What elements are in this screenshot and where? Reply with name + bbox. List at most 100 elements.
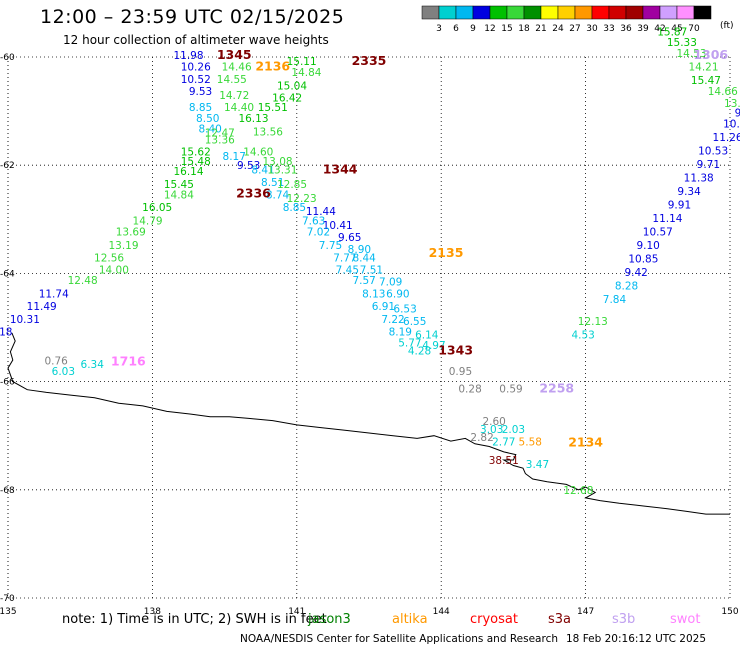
wave-height-label: 12.47 <box>205 128 235 140</box>
lon-tick-label: 147 <box>577 607 594 617</box>
wave-height-label: 11.49 <box>27 301 57 313</box>
wave-height-label: 14.46 <box>222 62 252 74</box>
wave-height-label: 0.95 <box>449 366 472 378</box>
wave-height-label: 7.09 <box>379 276 402 288</box>
wave-height-label: 8.40 <box>198 124 221 136</box>
wave-height-label: 7.51 <box>360 264 383 276</box>
wave-height-label: 8.17 <box>223 151 246 163</box>
wave-height-label: 8.19 <box>389 327 412 339</box>
wave-height-label: 7.75 <box>319 240 342 252</box>
credit: NOAA/NESDIS Center for Satellite Applica… <box>240 633 558 645</box>
timestamp: 18 Feb 20:16:12 UTC 2025 <box>566 633 706 645</box>
lon-tick-label: 135 <box>0 607 17 617</box>
wave-height-label: 9.65 <box>338 232 361 244</box>
wave-height-label: 8.85 <box>189 102 212 114</box>
color-scale-tick: 24 <box>552 24 564 34</box>
wave-height-label: 2.60 <box>482 416 505 428</box>
wave-height-label: 2.77 <box>492 436 515 448</box>
wave-height-label: 3.03 <box>480 424 503 436</box>
wave-height-label: 11.26 <box>713 132 740 144</box>
track-time-label: 2135 <box>429 245 464 260</box>
wave-height-label: 5.58 <box>519 436 542 448</box>
satellite-s3a: s3a <box>548 612 572 627</box>
wave-height-label: 11.74 <box>39 289 69 301</box>
color-scale-tick: 42 <box>654 24 665 34</box>
wave-height-label: 38.51 <box>489 455 519 467</box>
wave-height-label: 8.85 <box>283 202 306 214</box>
wave-height-label: 8.50 <box>196 113 219 125</box>
wave-height-label: 11.14 <box>652 213 682 225</box>
color-swatch <box>693 5 712 20</box>
wave-height-label: 4.28 <box>408 346 431 358</box>
color-scale-tick: 18 <box>518 24 530 34</box>
wave-height-label: 14.79 <box>133 216 163 228</box>
wave-height-label: 10.26 <box>181 62 211 74</box>
wave-height-label: 7.02 <box>307 227 330 239</box>
color-scale-tick: 70 <box>688 24 700 34</box>
wave-height-label: 15.11 <box>287 56 317 68</box>
wave-height-label: 13.56 <box>253 126 283 138</box>
track-time-label: 2258 <box>539 380 574 395</box>
wave-height-label: 6.03 <box>52 366 75 378</box>
satellite-swot: swot <box>670 612 701 627</box>
wave-height-label: 4.53 <box>571 329 594 341</box>
wave-height-label: 13. <box>724 98 740 110</box>
wave-height-label: 13.31 <box>267 164 297 176</box>
wave-height-label: 10.57 <box>643 227 673 239</box>
wave-height-label: 8.44 <box>352 252 376 264</box>
wave-height-label: 2.82 <box>470 432 493 444</box>
wave-height-label: 4.97 <box>422 340 445 352</box>
wave-height-label: 6.90 <box>386 289 409 301</box>
wave-height-label: 6.91 <box>372 301 395 313</box>
track-time-label: 2136 <box>255 59 290 74</box>
color-scale-tick: 12 <box>484 24 495 34</box>
subtitle: 12 hour collection of altimeter wave hei… <box>63 33 329 47</box>
wave-height-label: 3.47 <box>526 459 549 471</box>
wave-height-label: 16.42 <box>272 92 302 104</box>
color-scale-tick: 6 <box>453 24 459 34</box>
wave-height-label: 9.91 <box>668 199 691 211</box>
wave-height-label: 8.90 <box>348 244 371 256</box>
track-time-label: 2134 <box>568 435 603 450</box>
wave-height-label: 11.98 <box>173 50 203 62</box>
track-time-label: 1345 <box>217 47 252 62</box>
wave-height-label: 6.55 <box>403 316 426 328</box>
wave-height-label: 9. <box>735 108 740 120</box>
color-scale-tick: 3 <box>436 24 442 34</box>
satellite-altika: altika <box>392 612 428 627</box>
color-scale-tick: 21 <box>535 24 546 34</box>
color-scale-tick: 27 <box>569 24 580 34</box>
wave-height-label: 14.60 <box>243 146 273 158</box>
wave-height-label: 14.00 <box>99 264 129 276</box>
track-time-label: 1343 <box>438 343 473 358</box>
wave-height-label: 6.14 <box>415 329 439 341</box>
wave-height-label: 13.69 <box>116 227 146 239</box>
color-scale-tick: 9 <box>470 24 476 34</box>
wave-height-label: 13.36 <box>205 135 235 147</box>
wave-height-label: 9.42 <box>624 267 647 279</box>
wave-height-label: 14.53 <box>676 48 706 60</box>
wave-height-label: 9.10 <box>636 240 659 252</box>
wave-height-label: 11.44 <box>306 206 336 218</box>
wave-height-label: 14.66 <box>708 86 738 98</box>
track-time-label: 2335 <box>352 53 387 68</box>
wave-height-label: 8.51 <box>261 177 284 189</box>
wave-height-label: 14.21 <box>688 62 718 74</box>
wave-height-label: 14.84 <box>291 67 321 79</box>
color-scale-tick: 45 <box>671 24 682 34</box>
wave-height-label: 10.41 <box>323 220 353 232</box>
wave-height-label: 12.13 <box>578 316 608 328</box>
wave-height-label: 7.57 <box>352 275 375 287</box>
wave-height-label: 12.48 <box>68 275 98 287</box>
coastline <box>7 332 730 515</box>
track-time-label: 2336 <box>236 186 271 201</box>
page-title: 12:00 – 23:59 UTC 02/15/2025 <box>40 6 345 28</box>
lon-tick-label: 141 <box>288 607 305 617</box>
color-scale-tick: 36 <box>620 24 632 34</box>
wave-height-label: 14.40 <box>224 102 254 114</box>
wave-height-label: 15.51 <box>258 102 288 114</box>
wave-height-label: 2.03 <box>502 424 525 436</box>
wave-height-label: 6.34 <box>81 359 105 371</box>
wave-height-label: 9.53 <box>189 86 212 98</box>
